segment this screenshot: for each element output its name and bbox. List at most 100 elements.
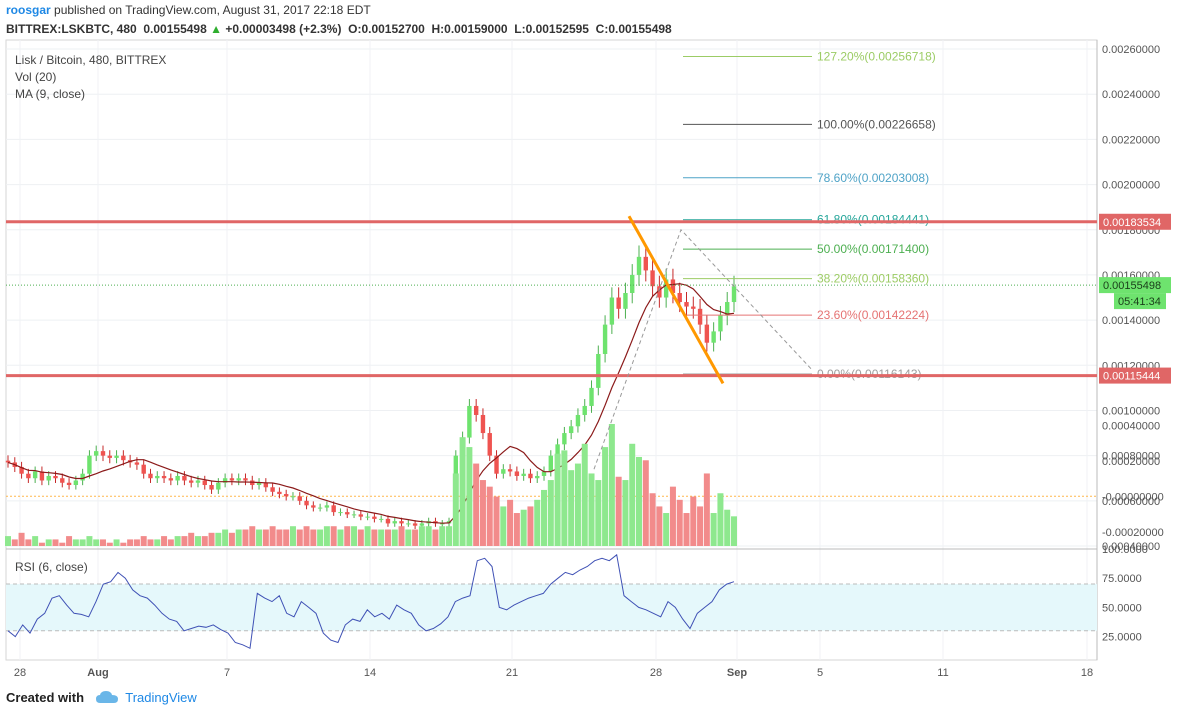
candle-body [155, 475, 160, 479]
volume-bar [588, 473, 595, 546]
volume-bar [697, 506, 704, 546]
candle-body [277, 491, 282, 495]
volume-bar [541, 489, 548, 546]
volume-bar [459, 437, 466, 546]
x-tick-label: 28 [14, 667, 26, 679]
candle-body [39, 471, 45, 481]
candle-body [480, 414, 486, 434]
volume-bar [412, 529, 419, 546]
volume-bar [317, 529, 324, 546]
rsi-line [7, 553, 735, 650]
candle-body [141, 464, 146, 474]
candle-body [385, 518, 391, 524]
candle-body [494, 455, 499, 474]
tradingview-link[interactable]: TradingView [125, 690, 197, 705]
volume-bar [452, 473, 459, 546]
countdown-tag: 05:41:34 [1118, 296, 1161, 308]
volume-bar [473, 463, 480, 546]
volume-bar [507, 499, 514, 546]
last-price: 0.00155498 [143, 22, 207, 36]
candle-body [602, 324, 608, 354]
rsi-tick-label: 75.0000 [1102, 573, 1142, 585]
candle-body [440, 523, 445, 525]
candle-body [399, 521, 404, 524]
ma-legend: MA (9, close) [15, 87, 86, 101]
candle-body [60, 478, 65, 483]
candle-body [562, 433, 567, 445]
candle-body [188, 480, 194, 483]
volume-bar [235, 529, 242, 546]
candle-body [392, 521, 397, 524]
candle-body [134, 462, 140, 465]
candle-body [114, 455, 119, 458]
candle-body [697, 308, 703, 325]
volume-bar [622, 480, 629, 546]
volume-bar [59, 542, 66, 546]
candle-body [378, 518, 384, 520]
candle-body [26, 473, 31, 479]
volume-bar [581, 443, 588, 546]
candle-body [718, 315, 723, 332]
candle-body [263, 482, 269, 488]
x-tick-label: 28 [650, 667, 662, 679]
volume-bar [18, 532, 25, 546]
volume-tick-label: 0.00040000 [1102, 420, 1160, 432]
published-text: published on TradingView.com, August 31,… [54, 3, 371, 17]
volume-bar [215, 532, 222, 546]
volume-bar [669, 486, 676, 546]
volume-bar [608, 424, 615, 546]
candle-body [175, 475, 180, 481]
volume-bar [710, 513, 717, 546]
volume-bar [208, 532, 215, 546]
candle-body [596, 353, 601, 388]
candle-body [663, 279, 669, 298]
close-value: C:0.00155498 [595, 22, 672, 36]
volume-bar [466, 447, 473, 546]
candle-body [324, 505, 330, 508]
ma-line [7, 283, 735, 524]
volume-bar [568, 470, 575, 546]
candle-body [501, 469, 506, 474]
rsi-legend: RSI (6, close) [15, 560, 88, 574]
candle-body [338, 512, 343, 514]
volume-bar [391, 529, 398, 546]
candle-body [345, 512, 350, 515]
volume-bar [25, 539, 32, 546]
y-tick-label: 0.00100000 [1102, 405, 1160, 417]
candle-body [148, 473, 153, 479]
volume-bar [303, 526, 310, 546]
volume-bar [113, 539, 120, 546]
x-tick-label: 5 [817, 667, 823, 679]
candle-body [182, 475, 187, 481]
fib-level-label: 78.60%(0.00203008) [817, 171, 929, 185]
volume-bar [276, 529, 283, 546]
candle-body [222, 478, 228, 483]
candle-body [657, 286, 662, 298]
volume-bar [242, 529, 249, 546]
candle-body [216, 482, 221, 490]
candle-body [555, 444, 560, 456]
candle-body [582, 405, 587, 415]
volume-bar [642, 460, 649, 546]
candle-body [548, 455, 554, 472]
volume-bar [425, 526, 432, 546]
candle-body [46, 475, 51, 481]
candle-body [229, 478, 235, 481]
footer: Created with TradingView [6, 690, 197, 707]
x-tick-label: Aug [87, 667, 108, 679]
volume-bar [86, 536, 93, 546]
candle-body [473, 405, 479, 415]
rsi-tick-label: 100.0000 [1102, 544, 1148, 556]
volume-bar [11, 539, 18, 546]
volume-tick-label: -0.00000000 [1102, 491, 1164, 503]
volume-bar [724, 509, 731, 546]
author-link[interactable]: roosgar [6, 3, 51, 17]
volume-bar [351, 526, 358, 546]
volume-bar [629, 443, 636, 546]
volume-bar [222, 529, 229, 546]
candle-body [73, 480, 79, 486]
last-price-tag: 0.00155498 [1103, 280, 1161, 292]
candle-body [256, 482, 262, 486]
candle-body [406, 523, 411, 525]
